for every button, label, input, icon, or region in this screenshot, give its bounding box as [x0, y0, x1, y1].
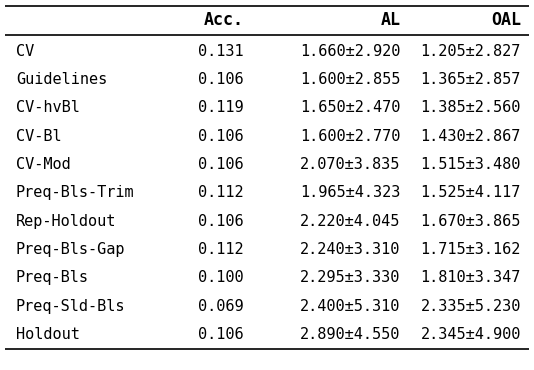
Text: 2.890±4.550: 2.890±4.550 [300, 327, 400, 342]
Text: 0.069: 0.069 [198, 299, 244, 314]
Text: Acc.: Acc. [203, 11, 244, 29]
Text: 2.345±4.900: 2.345±4.900 [420, 327, 521, 342]
Text: 1.600±2.770: 1.600±2.770 [300, 129, 400, 144]
Text: 0.106: 0.106 [198, 327, 244, 342]
Text: 1.430±2.867: 1.430±2.867 [420, 129, 521, 144]
Text: 2.295±3.330: 2.295±3.330 [300, 270, 400, 285]
Text: Rep-Holdout: Rep-Holdout [16, 214, 116, 229]
Text: CV-Mod: CV-Mod [16, 157, 70, 172]
Text: 2.220±4.045: 2.220±4.045 [300, 214, 400, 229]
Text: 0.119: 0.119 [198, 100, 244, 115]
Text: 1.515±3.480: 1.515±3.480 [420, 157, 521, 172]
Text: 1.965±4.323: 1.965±4.323 [300, 185, 400, 201]
Text: Preq-Sld-Bls: Preq-Sld-Bls [16, 299, 125, 314]
Text: 1.810±3.347: 1.810±3.347 [420, 270, 521, 285]
Text: 2.335±5.230: 2.335±5.230 [420, 299, 521, 314]
Text: Preq-Bls: Preq-Bls [16, 270, 89, 285]
Text: Guidelines: Guidelines [16, 72, 107, 87]
Text: 1.670±3.865: 1.670±3.865 [420, 214, 521, 229]
Text: 1.715±3.162: 1.715±3.162 [420, 242, 521, 257]
Text: 0.106: 0.106 [198, 72, 244, 87]
Text: 2.400±5.310: 2.400±5.310 [300, 299, 400, 314]
Text: 1.600±2.855: 1.600±2.855 [300, 72, 400, 87]
Text: 0.100: 0.100 [198, 270, 244, 285]
Text: OAL: OAL [491, 11, 521, 29]
Text: 1.525±4.117: 1.525±4.117 [420, 185, 521, 201]
Text: 0.112: 0.112 [198, 185, 244, 201]
Text: 1.660±2.920: 1.660±2.920 [300, 44, 400, 59]
Text: CV-hvBl: CV-hvBl [16, 100, 80, 115]
Text: Preq-Bls-Trim: Preq-Bls-Trim [16, 185, 135, 201]
Text: 2.070±3.835: 2.070±3.835 [300, 157, 400, 172]
Text: 1.385±2.560: 1.385±2.560 [420, 100, 521, 115]
Text: AL: AL [380, 11, 400, 29]
Text: 0.131: 0.131 [198, 44, 244, 59]
Text: CV: CV [16, 44, 34, 59]
Text: Holdout: Holdout [16, 327, 80, 342]
Text: 1.650±2.470: 1.650±2.470 [300, 100, 400, 115]
Text: 1.365±2.857: 1.365±2.857 [420, 72, 521, 87]
Text: 0.106: 0.106 [198, 129, 244, 144]
Text: 1.205±2.827: 1.205±2.827 [420, 44, 521, 59]
Text: 0.106: 0.106 [198, 214, 244, 229]
Text: CV-Bl: CV-Bl [16, 129, 61, 144]
Text: 0.106: 0.106 [198, 157, 244, 172]
Text: Preq-Bls-Gap: Preq-Bls-Gap [16, 242, 125, 257]
Text: 2.240±3.310: 2.240±3.310 [300, 242, 400, 257]
Text: 0.112: 0.112 [198, 242, 244, 257]
